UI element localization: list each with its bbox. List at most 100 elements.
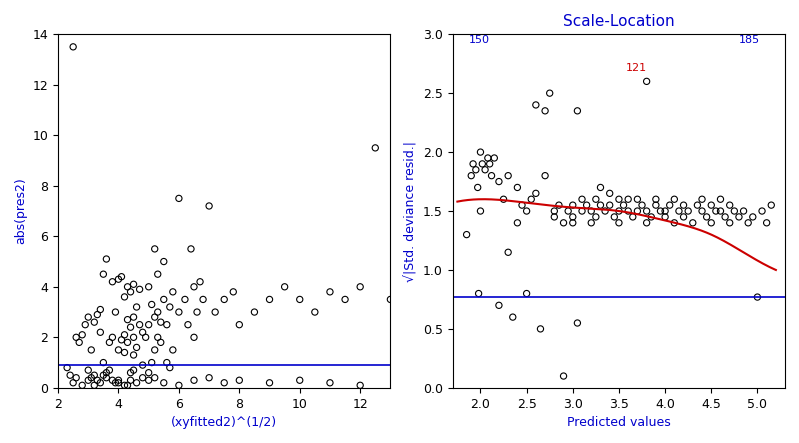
Point	[233, 377, 246, 384]
Point	[696, 207, 709, 214]
Point	[585, 207, 598, 214]
Point	[622, 207, 634, 214]
Point	[115, 336, 128, 343]
Point	[142, 377, 155, 384]
Point	[741, 219, 754, 226]
Point	[492, 178, 505, 185]
Point	[511, 184, 524, 191]
Point	[682, 207, 694, 214]
Point	[594, 184, 607, 191]
Text: 121: 121	[626, 63, 646, 73]
Point	[115, 273, 128, 280]
Point	[733, 214, 745, 221]
Point	[460, 231, 473, 238]
Point	[594, 202, 607, 209]
Point	[157, 258, 170, 265]
Point	[64, 372, 77, 379]
Point	[654, 207, 667, 214]
Point	[631, 196, 644, 203]
Point	[640, 78, 653, 85]
Point	[705, 219, 718, 226]
Point	[218, 379, 231, 386]
Point	[696, 196, 709, 203]
Point	[768, 25, 781, 32]
Point	[673, 207, 686, 214]
Point	[94, 379, 107, 386]
Point	[121, 339, 134, 346]
Point	[497, 196, 510, 203]
Point	[474, 207, 487, 214]
X-axis label: (xyfitted2)^(1/2): (xyfitted2)^(1/2)	[171, 416, 277, 429]
Point	[476, 160, 489, 167]
Point	[124, 369, 137, 376]
Point	[520, 207, 533, 214]
Point	[590, 214, 602, 221]
Point	[557, 373, 570, 380]
Point	[124, 324, 137, 331]
Point	[188, 334, 201, 341]
Point	[137, 374, 149, 381]
Point	[142, 283, 155, 290]
Point	[502, 172, 515, 179]
Point	[127, 281, 140, 288]
Point	[631, 207, 644, 214]
Point	[127, 334, 140, 341]
Point	[151, 308, 164, 315]
Point	[233, 321, 246, 328]
Point	[248, 308, 260, 315]
Point	[157, 379, 170, 386]
Point	[714, 196, 727, 203]
Point	[109, 308, 121, 315]
Point	[88, 372, 101, 379]
Point	[515, 202, 528, 209]
Point	[112, 346, 125, 354]
Point	[173, 195, 185, 202]
Point	[188, 377, 201, 384]
Point	[145, 359, 158, 366]
Point	[751, 294, 764, 301]
Point	[339, 296, 352, 303]
Point	[203, 374, 216, 381]
Point	[67, 43, 80, 51]
Point	[121, 382, 134, 389]
Point	[562, 207, 574, 214]
Point	[678, 202, 690, 209]
Point	[121, 283, 134, 290]
Point	[728, 207, 741, 214]
Point	[485, 172, 498, 179]
Point	[94, 306, 107, 313]
Point	[590, 196, 602, 203]
Point	[354, 382, 367, 389]
Point	[197, 296, 209, 303]
Point	[640, 219, 653, 226]
Point	[67, 379, 80, 386]
Point	[622, 196, 634, 203]
Point	[157, 296, 170, 303]
Point	[161, 321, 173, 328]
Point	[650, 202, 662, 209]
Point	[142, 369, 155, 376]
Point	[118, 331, 131, 338]
Point	[756, 207, 769, 214]
Point	[106, 278, 119, 285]
Point	[640, 207, 653, 214]
X-axis label: Predicted values: Predicted values	[567, 416, 671, 429]
Point	[530, 101, 543, 109]
Point	[658, 214, 671, 221]
Point	[191, 308, 204, 315]
Point	[479, 166, 491, 173]
Point	[488, 155, 501, 162]
Point	[142, 321, 155, 328]
Point	[149, 245, 161, 253]
Point	[710, 207, 722, 214]
Point	[70, 334, 82, 341]
Point	[112, 377, 125, 384]
Point	[76, 331, 89, 338]
Point	[227, 288, 240, 295]
Point	[112, 276, 125, 283]
Point	[668, 196, 681, 203]
Point	[458, 25, 471, 32]
Point	[166, 288, 179, 295]
Y-axis label: √|Std. deviance resid.|: √|Std. deviance resid.|	[404, 140, 418, 282]
Point	[151, 334, 164, 341]
